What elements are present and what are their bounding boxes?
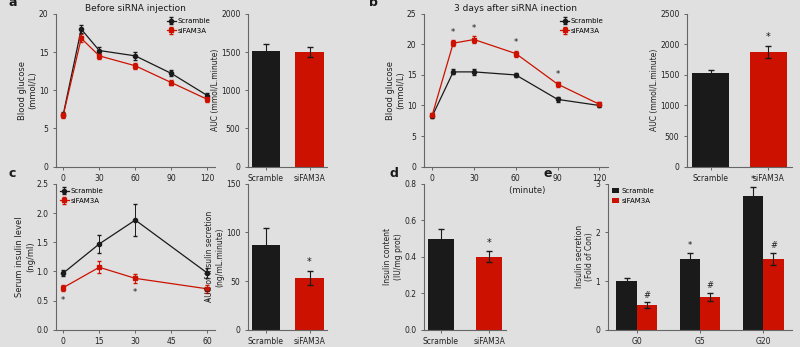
- X-axis label: Time (minute): Time (minute): [486, 186, 546, 195]
- Y-axis label: Blood glucose
(mmol/L): Blood glucose (mmol/L): [18, 61, 38, 120]
- Bar: [750, 52, 787, 167]
- Text: b: b: [369, 0, 378, 9]
- Text: *: *: [61, 296, 66, 305]
- Text: e: e: [544, 167, 552, 180]
- Y-axis label: AUC (mmol/L.minute): AUC (mmol/L.minute): [650, 49, 658, 132]
- Y-axis label: Insulin secretion
(Fold of Con): Insulin secretion (Fold of Con): [574, 225, 594, 288]
- Text: #: #: [770, 242, 777, 251]
- Bar: [637, 305, 657, 330]
- Bar: [680, 259, 700, 330]
- Title: 3 days after siRNA inection: 3 days after siRNA inection: [454, 4, 578, 13]
- Text: *: *: [766, 32, 771, 42]
- Y-axis label: Insulin content
(IU/mg prot): Insulin content (IU/mg prot): [383, 228, 403, 285]
- Text: *: *: [307, 257, 312, 268]
- Text: d: d: [390, 167, 398, 180]
- Text: c: c: [9, 167, 16, 180]
- Bar: [252, 245, 280, 330]
- Legend: Scramble, siFAM3A: Scramble, siFAM3A: [59, 187, 104, 204]
- Text: *: *: [751, 175, 755, 184]
- Text: *: *: [514, 39, 518, 48]
- Y-axis label: AUC of insulin secretion
(ng/mL.minute): AUC of insulin secretion (ng/mL.minute): [205, 211, 225, 302]
- Bar: [763, 259, 784, 330]
- Y-axis label: Blood glucose
(mmol/L): Blood glucose (mmol/L): [386, 61, 406, 120]
- Text: a: a: [9, 0, 17, 9]
- Legend: Scramble, siFAM3A: Scramble, siFAM3A: [166, 17, 211, 34]
- Legend: Scramble, siFAM3A: Scramble, siFAM3A: [560, 17, 604, 34]
- Bar: [252, 51, 280, 167]
- Y-axis label: Serum insulin level
(ng/ml): Serum insulin level (ng/ml): [15, 217, 35, 297]
- X-axis label: Time (minute): Time (minute): [106, 186, 165, 195]
- Text: *: *: [688, 242, 692, 251]
- Text: *: *: [472, 24, 476, 33]
- Text: *: *: [133, 288, 138, 297]
- Text: *: *: [555, 70, 560, 79]
- Bar: [476, 257, 502, 330]
- Bar: [616, 281, 637, 330]
- Bar: [743, 196, 763, 330]
- Text: *: *: [486, 238, 491, 248]
- Bar: [692, 73, 730, 167]
- Y-axis label: AUC (mmol/L.minute): AUC (mmol/L.minute): [210, 49, 220, 132]
- Text: #: #: [706, 281, 714, 290]
- Legend: Scramble, siFAM3A: Scramble, siFAM3A: [611, 187, 654, 204]
- Bar: [295, 278, 324, 330]
- Text: *: *: [451, 28, 455, 37]
- Title: Before siRNA injection: Before siRNA injection: [85, 4, 186, 13]
- Text: #: #: [643, 290, 650, 299]
- Text: *: *: [206, 298, 210, 307]
- Bar: [700, 297, 720, 330]
- Bar: [295, 52, 324, 167]
- Bar: [428, 239, 454, 330]
